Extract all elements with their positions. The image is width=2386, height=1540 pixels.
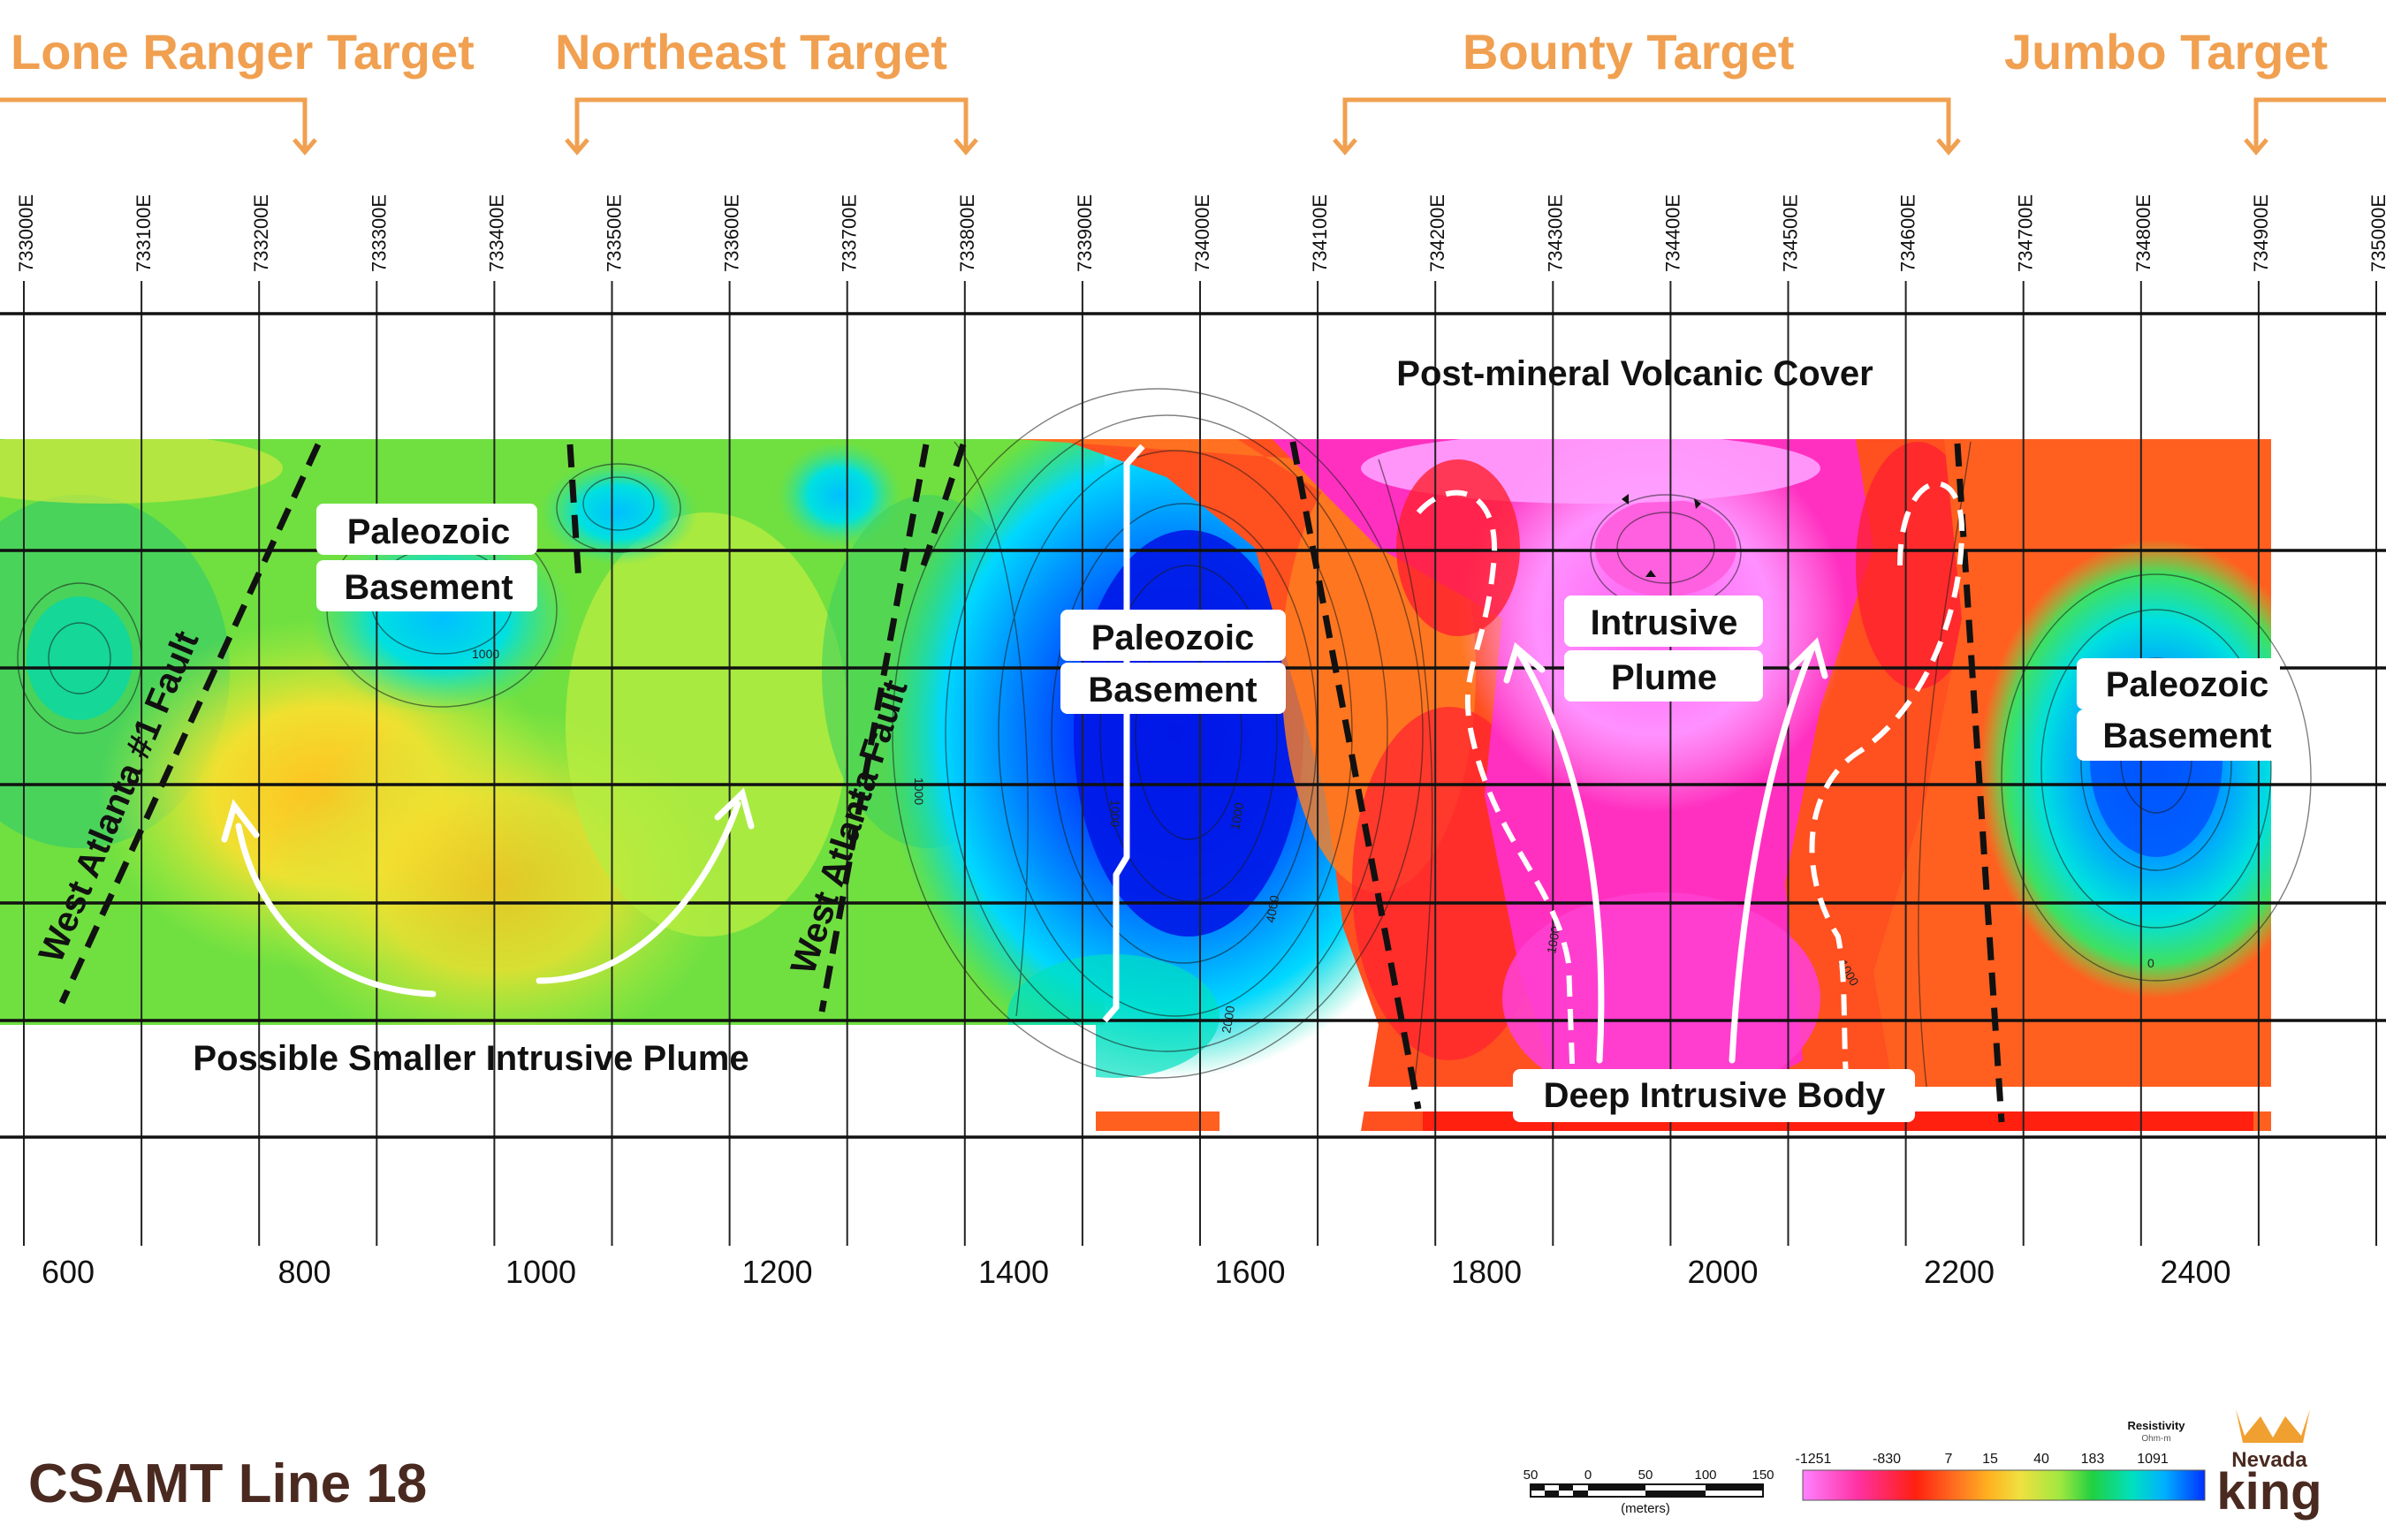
easting-label: 733800E bbox=[956, 194, 978, 272]
logo-line2: king bbox=[2216, 1463, 2321, 1521]
basement-label-1: Basement bbox=[344, 568, 513, 607]
legend-tick: 1091 bbox=[2137, 1452, 2169, 1467]
easting-label: 733100E bbox=[133, 194, 155, 272]
target-bounty: Bounty Target bbox=[1463, 24, 1794, 80]
scale-tick: 150 bbox=[1752, 1468, 1774, 1483]
easting-label: 733700E bbox=[839, 194, 861, 272]
scale-tick: 0 bbox=[1584, 1468, 1592, 1483]
easting-label: 734500E bbox=[1780, 194, 1802, 272]
distance-label: 1000 bbox=[505, 1254, 576, 1290]
distance-label: 800 bbox=[277, 1254, 331, 1290]
target-header: Lone Ranger Target Northeast Target Boun… bbox=[0, 24, 2386, 156]
contour-label: 1000 bbox=[472, 647, 499, 661]
intrusive-label: Intrusive bbox=[1591, 603, 1738, 642]
easting-label: 733500E bbox=[604, 194, 626, 272]
legend-tick: -830 bbox=[1873, 1452, 1901, 1467]
scale-tick: 100 bbox=[1694, 1468, 1716, 1483]
cover-label: Post-mineral Volcanic Cover bbox=[1396, 354, 1873, 393]
contour-label: 0 bbox=[2147, 956, 2154, 970]
legend-tick: 7 bbox=[1945, 1452, 1953, 1467]
legend-tick: 15 bbox=[1982, 1452, 1998, 1467]
contour-label: 1000 bbox=[912, 778, 926, 805]
plume-label: Plume bbox=[1611, 658, 1717, 697]
easting-labels: 733000E 733100E 733200E 733300E 733400E 73350… bbox=[15, 194, 2386, 272]
distance-label: 1200 bbox=[741, 1254, 812, 1290]
easting-label: 734000E bbox=[1191, 194, 1213, 272]
nevada-king-logo: Nevada king bbox=[2216, 1409, 2322, 1521]
easting-label: 733200E bbox=[250, 194, 272, 272]
easting-label: 734300E bbox=[1544, 194, 1566, 272]
flow-arrows bbox=[221, 637, 1828, 1064]
target-jumbo: Jumbo Target bbox=[2004, 24, 2328, 80]
easting-label: 733900E bbox=[1074, 194, 1096, 272]
distance-label: 1800 bbox=[1451, 1254, 1522, 1290]
crown-icon bbox=[2236, 1409, 2310, 1443]
easting-label: 733300E bbox=[368, 194, 390, 272]
contour-label: 1000 bbox=[1108, 800, 1122, 827]
plume-outlines bbox=[1416, 481, 1965, 1088]
scale-unit: (meters) bbox=[1621, 1501, 1670, 1516]
contour-label: 1000 bbox=[1227, 801, 1246, 831]
distance-label: 2000 bbox=[1687, 1254, 1758, 1290]
basement-label-2: Basement bbox=[1088, 671, 1257, 709]
easting-label: 734600E bbox=[1897, 194, 1919, 272]
paleozoic-label-1: Paleozoic bbox=[347, 512, 511, 551]
distance-label: 600 bbox=[42, 1254, 95, 1290]
distance-label: 2400 bbox=[2160, 1254, 2230, 1290]
distance-label: 2200 bbox=[1924, 1254, 1995, 1290]
easting-label: 734400E bbox=[1661, 194, 1683, 272]
target-northeast: Northeast Target bbox=[555, 24, 947, 80]
legend-colorbar bbox=[1802, 1469, 2206, 1501]
easting-label: 734700E bbox=[2015, 194, 2037, 272]
paleozoic-label-3: Paleozoic bbox=[2106, 665, 2269, 704]
deep-body-label: Deep Intrusive Body bbox=[1544, 1076, 1887, 1115]
resistivity-section bbox=[0, 439, 2271, 1131]
markers bbox=[1622, 494, 1701, 577]
easting-label: 733000E bbox=[15, 194, 37, 272]
fault-lines bbox=[58, 441, 2005, 1123]
scale-tick: 50 bbox=[1638, 1468, 1653, 1483]
scale-tick: 50 bbox=[1524, 1468, 1539, 1483]
basement-boundary-line bbox=[1102, 444, 1145, 1023]
legend-title: Resistivity bbox=[2127, 1419, 2185, 1432]
easting-label: 734200E bbox=[1426, 194, 1448, 272]
easting-label: 733400E bbox=[485, 194, 507, 272]
legend-tick: 40 bbox=[2033, 1452, 2049, 1467]
basement-label-3: Basement bbox=[2102, 717, 2271, 755]
easting-label: 734100E bbox=[1309, 194, 1331, 272]
target-lone-ranger: Lone Ranger Target bbox=[11, 24, 475, 80]
paleozoic-label-2: Paleozoic bbox=[1091, 618, 1255, 657]
easting-label: 734900E bbox=[2250, 194, 2272, 272]
easting-label: 734800E bbox=[2132, 194, 2154, 272]
scale-bar: 50 0 50 100 150 (meters) bbox=[1524, 1468, 1774, 1516]
resistivity-legend: Resistivity Ohm-m -1251 -830 7 15 40 183 1091 bbox=[1796, 1419, 2206, 1501]
legend-unit: Ohm-m bbox=[2141, 1434, 2170, 1444]
logo-line1: Nevada bbox=[2231, 1448, 2307, 1472]
easting-label: 733600E bbox=[721, 194, 743, 272]
legend-tick: 183 bbox=[2081, 1452, 2105, 1467]
distance-label: 1600 bbox=[1214, 1254, 1285, 1290]
distance-label: 1400 bbox=[978, 1254, 1049, 1290]
target-brackets bbox=[0, 97, 2386, 156]
easting-label: 735000E bbox=[2367, 194, 2386, 272]
map-title: CSAMT Line 18 bbox=[28, 1453, 427, 1514]
legend-tick: -1251 bbox=[1796, 1452, 1832, 1467]
distance-labels: 600 800 1000 1200 1400 1600 1800 2000 2200 2400 bbox=[42, 1254, 2231, 1290]
smaller-plume-label: Possible Smaller Intrusive Plume bbox=[193, 1039, 748, 1078]
